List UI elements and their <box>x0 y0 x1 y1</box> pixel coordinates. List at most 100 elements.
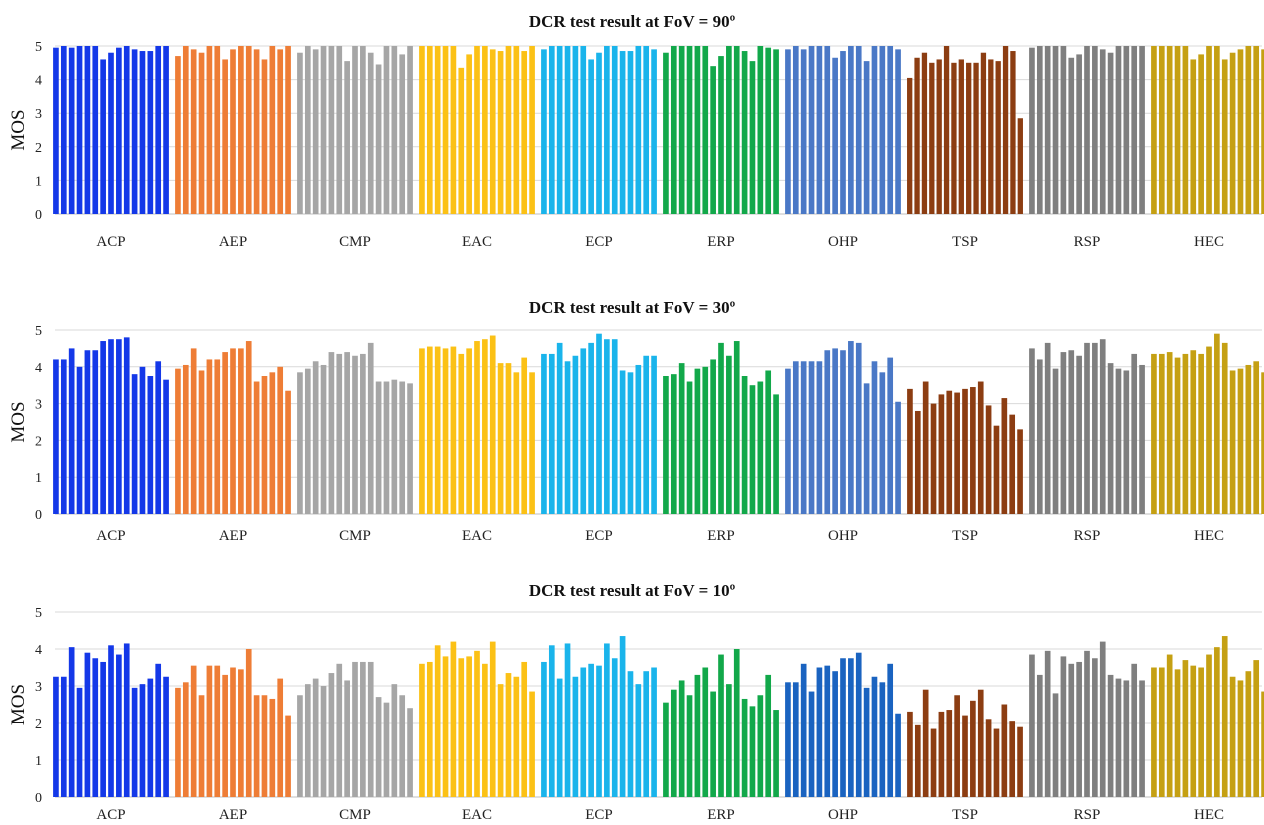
bar-ohp <box>863 687 870 797</box>
bar-cmp <box>383 381 390 514</box>
bar-aep <box>230 49 236 214</box>
bar-aep <box>222 674 228 797</box>
chart-panel-fov30: DCR test result at FoV = 30º 0 1 2 3 4 5 MOS AC… <box>0 290 1264 550</box>
bar-ecp <box>651 667 657 797</box>
y-tick-label: 4 <box>35 361 42 376</box>
bar-ecp <box>627 671 634 797</box>
bar-eac <box>505 363 512 514</box>
x-category-label: EAC <box>462 807 492 823</box>
bar-eac <box>419 663 425 797</box>
bar-hec <box>1261 372 1264 514</box>
bar-aep <box>269 46 276 214</box>
bar-ohp <box>808 691 815 797</box>
bar-ecp <box>556 46 563 214</box>
y-tick-label: 3 <box>35 107 42 122</box>
x-category-label: ACP <box>96 528 125 544</box>
bar-aep <box>245 46 252 214</box>
bar-cmp <box>344 352 350 514</box>
bar-cmp <box>360 661 366 797</box>
bar-tsp <box>973 62 979 214</box>
bar-cmp <box>352 46 358 214</box>
bar-erp <box>678 680 685 797</box>
bar-rsp <box>1044 46 1051 214</box>
bar-rsp <box>1052 368 1059 514</box>
x-category-label: ACP <box>96 807 125 823</box>
bar-erp <box>757 46 764 214</box>
bar-tsp <box>962 388 968 514</box>
bar-ecp <box>556 342 563 514</box>
bar-tsp <box>938 711 945 797</box>
bar-tsp <box>914 57 920 215</box>
bar-erp <box>694 46 701 214</box>
bar-hec <box>1166 46 1173 214</box>
bar-ecp <box>564 361 571 514</box>
bar-ecp <box>604 643 610 797</box>
bar-cmp <box>312 361 319 514</box>
bar-rsp <box>1084 46 1090 214</box>
bar-cmp <box>367 52 374 214</box>
bar-erp <box>686 695 693 797</box>
bar-hec <box>1182 46 1189 214</box>
bar-ohp <box>832 348 838 514</box>
bar-acp <box>163 379 169 514</box>
y-tick-label: 5 <box>35 40 42 55</box>
bar-tsp <box>929 62 935 214</box>
bar-eac <box>497 684 504 797</box>
bar-ohp <box>855 342 862 514</box>
bar-acp <box>76 366 83 514</box>
bar-erp <box>686 381 693 514</box>
bar-erp <box>726 684 732 797</box>
bar-eac <box>513 46 520 214</box>
bar-erp <box>733 649 740 797</box>
bar-acp <box>53 47 59 215</box>
bar-tsp <box>907 77 913 214</box>
bar-aep <box>190 665 197 797</box>
bar-erp <box>749 385 756 514</box>
bar-ohp <box>863 383 870 514</box>
bar-eac <box>466 54 472 215</box>
bar-aep <box>245 649 252 797</box>
bar-eac <box>419 46 425 214</box>
bar-acp <box>100 661 106 797</box>
bar-ohp <box>792 46 799 214</box>
chart-title: DCR test result at FoV = 30º <box>528 298 736 317</box>
x-category-label: EAC <box>462 234 492 250</box>
bar-cmp <box>367 342 374 514</box>
bar-ohp <box>871 676 878 797</box>
bar-rsp <box>1052 46 1059 214</box>
bar-hec <box>1245 364 1252 514</box>
bar-acp <box>92 658 99 797</box>
bar-tsp <box>946 710 953 797</box>
bar-aep <box>285 390 291 514</box>
bar-erp <box>678 46 685 214</box>
bar-ohp <box>887 663 894 797</box>
bar-ecp <box>619 636 626 797</box>
bar-cmp <box>297 52 303 214</box>
bar-aep <box>206 359 213 514</box>
bar-cmp <box>391 379 398 514</box>
bar-ecp <box>548 46 555 214</box>
bar-cmp <box>304 368 311 514</box>
bar-acp <box>155 663 162 797</box>
bar-erp <box>749 61 756 215</box>
bar-cmp <box>407 383 413 514</box>
bar-cmp <box>375 697 382 797</box>
bar-cmp <box>320 364 327 514</box>
bar-hec <box>1158 46 1165 214</box>
bar-acp <box>147 376 154 514</box>
bar-rsp <box>1107 674 1114 797</box>
bar-cmp <box>328 673 335 797</box>
bar-rsp <box>1115 46 1122 214</box>
bar-eac <box>482 663 488 797</box>
x-category-label: RSP <box>1074 528 1101 544</box>
bar-rsp <box>1123 370 1130 514</box>
bar-aep <box>206 46 213 214</box>
bar-acp <box>131 374 138 514</box>
bar-cmp <box>336 353 343 514</box>
bar-ecp <box>651 49 657 214</box>
bar-ecp <box>619 51 626 214</box>
bar-tsp <box>921 52 928 214</box>
bar-cmp <box>336 663 343 797</box>
y-tick-label: 1 <box>35 754 42 769</box>
bar-cmp <box>352 661 358 797</box>
